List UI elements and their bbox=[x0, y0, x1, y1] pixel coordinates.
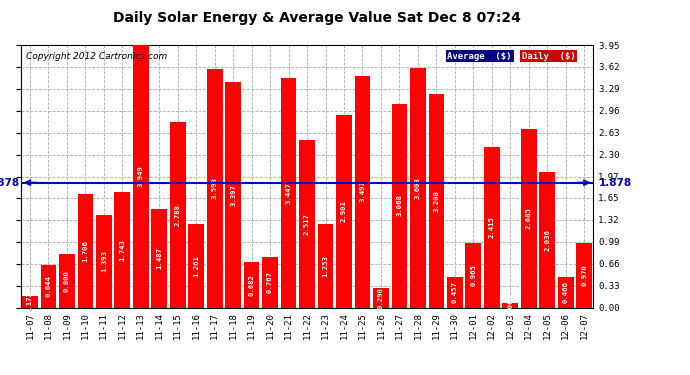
Bar bbox=[502, 303, 518, 307]
Text: 3.593: 3.593 bbox=[212, 177, 217, 199]
Bar bbox=[391, 104, 407, 308]
Text: 0.767: 0.767 bbox=[267, 271, 273, 293]
Bar bbox=[188, 224, 204, 308]
Text: 1.261: 1.261 bbox=[193, 255, 199, 276]
Text: 1.706: 1.706 bbox=[82, 240, 88, 262]
Text: 1.253: 1.253 bbox=[322, 255, 328, 277]
Text: 0.970: 0.970 bbox=[581, 264, 587, 286]
Text: 1.878: 1.878 bbox=[599, 178, 632, 188]
Bar bbox=[133, 45, 148, 308]
Bar bbox=[59, 254, 75, 308]
Bar bbox=[22, 296, 38, 307]
Text: 0.069: 0.069 bbox=[507, 294, 513, 316]
Text: 1.743: 1.743 bbox=[119, 238, 126, 261]
Bar bbox=[207, 69, 223, 308]
Bar bbox=[521, 129, 537, 308]
Bar bbox=[281, 78, 297, 308]
Text: 0.644: 0.644 bbox=[46, 275, 52, 297]
Bar bbox=[410, 68, 426, 308]
Bar bbox=[115, 192, 130, 308]
Bar bbox=[244, 262, 259, 308]
Text: 1.878: 1.878 bbox=[0, 178, 20, 188]
Text: 1.487: 1.487 bbox=[156, 247, 162, 269]
Bar bbox=[317, 224, 333, 308]
Bar bbox=[77, 194, 93, 308]
Text: 3.491: 3.491 bbox=[359, 181, 366, 203]
Bar bbox=[262, 256, 278, 307]
Bar bbox=[428, 94, 444, 308]
Text: 3.208: 3.208 bbox=[433, 190, 440, 212]
Text: Daily  ($): Daily ($) bbox=[522, 52, 575, 61]
Text: 2.788: 2.788 bbox=[175, 204, 181, 226]
Bar bbox=[373, 288, 388, 308]
Text: 2.036: 2.036 bbox=[544, 229, 550, 251]
Text: 2.415: 2.415 bbox=[489, 216, 495, 238]
Bar bbox=[151, 209, 167, 308]
Bar bbox=[41, 265, 57, 308]
Bar bbox=[576, 243, 592, 308]
Bar bbox=[540, 172, 555, 308]
Text: 2.901: 2.901 bbox=[341, 200, 347, 222]
Text: 0.682: 0.682 bbox=[248, 274, 255, 296]
Bar bbox=[558, 276, 573, 308]
Text: 0.965: 0.965 bbox=[471, 264, 476, 286]
Text: 3.949: 3.949 bbox=[138, 165, 144, 187]
Text: 1.393: 1.393 bbox=[101, 250, 107, 272]
Text: 3.447: 3.447 bbox=[286, 182, 292, 204]
Text: Copyright 2012 Cartronics.com: Copyright 2012 Cartronics.com bbox=[26, 52, 168, 61]
Text: 0.800: 0.800 bbox=[64, 270, 70, 292]
Text: 2.685: 2.685 bbox=[526, 207, 532, 229]
Text: 0.290: 0.290 bbox=[378, 287, 384, 309]
Text: Daily Solar Energy & Average Value Sat Dec 8 07:24: Daily Solar Energy & Average Value Sat D… bbox=[113, 11, 522, 25]
Bar bbox=[96, 215, 112, 308]
Text: 3.608: 3.608 bbox=[415, 177, 421, 198]
Bar bbox=[336, 115, 352, 308]
Bar bbox=[447, 277, 463, 308]
Bar bbox=[226, 82, 241, 308]
Text: 0.466: 0.466 bbox=[562, 281, 569, 303]
Text: 2.517: 2.517 bbox=[304, 213, 310, 235]
Bar bbox=[355, 75, 371, 308]
Text: 0.172: 0.172 bbox=[27, 291, 33, 313]
Bar bbox=[299, 140, 315, 308]
Bar bbox=[466, 243, 481, 308]
Text: 3.068: 3.068 bbox=[397, 195, 402, 216]
Text: Average  ($): Average ($) bbox=[447, 52, 512, 61]
Text: 0.457: 0.457 bbox=[452, 281, 458, 303]
Bar bbox=[170, 122, 186, 308]
Bar bbox=[484, 147, 500, 308]
Text: 3.397: 3.397 bbox=[230, 184, 236, 206]
